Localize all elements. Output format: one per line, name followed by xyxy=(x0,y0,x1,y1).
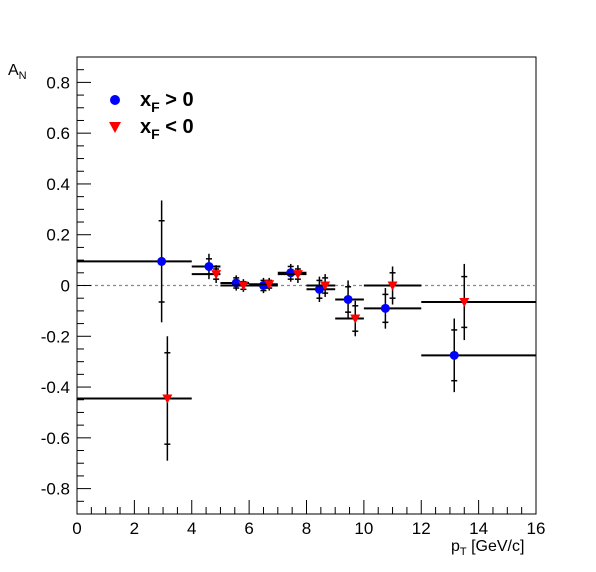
x-axis-title-sub: T xyxy=(460,546,467,558)
x-tick-label: 10 xyxy=(354,519,373,538)
data-point xyxy=(77,336,192,461)
x-axis-title: pT [GeV/c] xyxy=(451,538,524,558)
y-tick-label: -0.6 xyxy=(41,429,70,448)
x-tick-label: 0 xyxy=(72,519,81,538)
data-point xyxy=(363,266,422,305)
y-tick-label: 0.6 xyxy=(46,124,70,143)
x-tick-label: 2 xyxy=(130,519,139,538)
data-point xyxy=(363,288,422,329)
marker-circle xyxy=(314,284,324,294)
data-point xyxy=(277,265,307,283)
legend-xf-negative-rest: < 0 xyxy=(160,116,194,138)
x-tick-label: 6 xyxy=(244,519,253,538)
data-point xyxy=(306,276,336,303)
y-tick-label: -0.4 xyxy=(41,378,70,397)
marker-triangle xyxy=(387,281,398,291)
data-point xyxy=(220,279,250,292)
marker-triangle xyxy=(238,281,249,291)
data-point xyxy=(77,200,192,323)
legend-xf-positive-rest: > 0 xyxy=(160,89,194,111)
x-tick-label: 8 xyxy=(302,519,311,538)
legend-label-xf-positive: xF > 0 xyxy=(140,89,194,115)
marker-circle xyxy=(157,256,167,266)
x-tick-label: 14 xyxy=(469,519,488,538)
data-point xyxy=(335,300,364,337)
y-tick-label: 0.4 xyxy=(46,175,70,194)
data-point xyxy=(335,280,364,319)
y-axis-ticks: -0.8 -0.6 -0.4 -0.2 0 0.2 0.4 0.6 0.8 xyxy=(41,56,91,515)
y-tick-label: 0.8 xyxy=(46,73,70,92)
marker-circle xyxy=(343,294,353,304)
x-tick-label: 4 xyxy=(187,519,196,538)
legend: xF > 0 xF < 0 xyxy=(109,89,194,142)
marker-triangle xyxy=(264,280,275,290)
marker-circle xyxy=(204,261,214,271)
legend-marker-xf-negative xyxy=(109,122,121,133)
data-point xyxy=(306,274,336,297)
marker-triangle xyxy=(162,394,173,404)
x-axis-title-unit: [GeV/c] xyxy=(467,538,525,555)
y-tick-label: -0.2 xyxy=(41,327,70,346)
data-point xyxy=(421,263,536,341)
legend-xf-negative-sub: F xyxy=(151,126,160,142)
legend-xf-negative-main: x xyxy=(140,116,151,138)
marker-triangle xyxy=(350,314,361,324)
marker-circle xyxy=(380,303,390,313)
data-point xyxy=(421,318,536,393)
series-xf-negative xyxy=(77,263,536,461)
marker-triangle xyxy=(211,270,222,280)
y-axis-title: AN xyxy=(8,62,27,82)
legend-label-xf-negative: xF < 0 xyxy=(140,116,194,142)
data-point xyxy=(249,277,278,294)
y-axis-title-main: A xyxy=(8,62,19,79)
x-tick-label: 16 xyxy=(527,519,546,538)
data-point xyxy=(191,265,222,283)
legend-xf-positive-main: x xyxy=(140,89,151,111)
x-axis-ticks: 0 2 4 6 8 10 12 14 16 xyxy=(72,500,545,538)
series-xf-positive xyxy=(77,200,536,393)
x-axis-title-main: p xyxy=(451,538,460,555)
legend-marker-xf-positive xyxy=(110,95,120,105)
marker-triangle xyxy=(292,270,303,280)
data-point xyxy=(249,277,278,291)
y-tick-label: -0.8 xyxy=(41,480,70,499)
legend-xf-positive-sub: F xyxy=(151,99,160,115)
y-tick-label: 0 xyxy=(61,277,70,296)
marker-circle xyxy=(286,268,296,278)
marker-circle xyxy=(449,350,459,360)
x-tick-label: 12 xyxy=(412,519,431,538)
marker-triangle xyxy=(459,298,470,308)
y-tick-label: 0.2 xyxy=(46,226,70,245)
y-axis-title-sub: N xyxy=(19,70,27,82)
data-points xyxy=(77,200,536,461)
data-point xyxy=(277,263,307,282)
marker-triangle xyxy=(320,281,331,291)
